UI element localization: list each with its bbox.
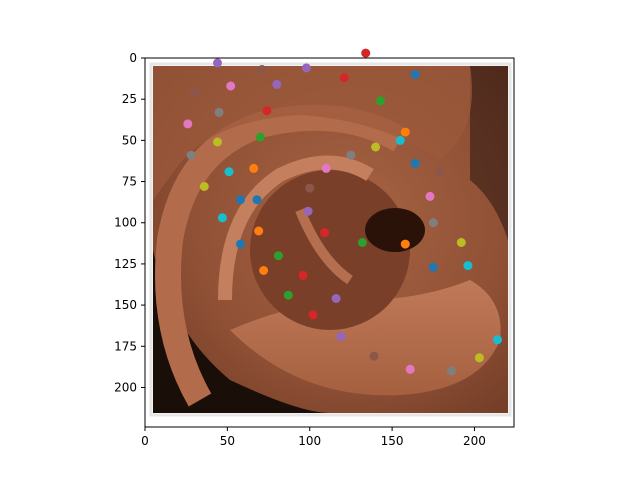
scatter-point-5 [410,70,420,79]
photo-crus [295,208,353,285]
scatter-point-36 [357,238,367,247]
photo-concha [250,170,410,330]
y-tick-label-1: 25 [122,92,137,106]
scatter-point-52 [446,366,456,376]
scatter-point-16 [213,137,222,147]
scatter-point-39 [273,251,283,261]
scatter-point-32 [428,218,438,228]
scatter-point-23 [224,167,234,177]
photo-upper-fold [153,66,472,200]
scatter-point-48 [493,335,502,345]
y-tick-label-0: 0 [129,51,137,65]
x-tick-label-1: 50 [220,434,235,448]
y-tick-label-6: 150 [114,298,137,312]
scatter-point-2 [301,63,311,73]
scatter-point-50 [474,353,484,363]
scatter-point-28 [252,195,262,205]
scatter-point-13 [400,127,410,137]
y-tick-label-8: 200 [114,380,137,394]
scatter-point-45 [331,294,341,303]
photo-frame [149,62,512,417]
scatter-point-31 [217,213,227,223]
scatter-point-27 [236,195,245,205]
x-axis: 0 50 100 150 200 [141,427,486,448]
scatter-point-33 [254,226,264,236]
y-tick-label-2: 50 [122,133,137,147]
scatter-point-15 [395,135,405,145]
scatter-point-40 [428,262,438,272]
scatter-point-6 [189,88,199,98]
x-tick-label-2: 100 [298,434,321,448]
scatter-point-30 [303,206,313,216]
photo-antihelix [218,155,374,301]
scatter-point-34 [320,228,330,238]
scatter-point-24 [435,167,445,177]
y-axis: 0 25 50 75 100 125 150 175 200 [114,51,145,394]
scatter-point-7 [226,81,236,91]
scatter-point-43 [298,270,308,280]
scatter-point-17 [371,142,381,152]
scatter-point-1 [257,65,267,74]
scatter-point-3 [361,48,371,58]
photo-canal [365,208,425,252]
photo-dark-corner [470,66,508,240]
scatter-point-9 [376,96,386,106]
scatter-point-49 [369,351,379,361]
scatter-point-4 [339,73,349,83]
scatter-point-26 [305,183,315,193]
scatter-point-19 [346,150,356,160]
scatter-point-35 [236,239,245,249]
scatter-point-38 [456,238,466,247]
scatter-point-21 [249,163,259,173]
x-tick-label-0: 0 [141,434,149,448]
axes-frame [144,57,515,428]
scatter-point-22 [321,163,331,173]
y-tick-label-7: 175 [114,339,137,353]
scatter-point-14 [255,132,265,142]
x-tick-label-3: 150 [381,434,404,448]
scatter-point-37 [400,239,410,249]
scatter-point-11 [262,106,272,116]
scatter-point-8 [272,79,282,89]
scatter-point-0 [213,58,222,68]
scatter-point-25 [199,182,209,191]
scatter-point-46 [308,310,318,320]
scatter-point-12 [183,119,193,129]
scatter-point-47 [336,331,346,341]
scatter-point-44 [283,290,293,300]
scatter-point-41 [463,261,473,271]
scatter-point-29 [425,191,435,201]
scatter-point-10 [214,107,224,117]
scatter-point-18 [186,150,196,160]
x-tick-label-4: 200 [463,434,486,448]
y-tick-label-5: 125 [114,257,137,271]
y-tick-label-4: 100 [114,216,137,230]
scatter-point-42 [259,266,269,275]
scatter-point-51 [405,364,415,374]
ear-photo-image [153,66,508,413]
scatter-points [183,48,502,376]
scatter-point-20 [410,158,420,168]
axes-spines [144,57,515,428]
y-tick-label-3: 75 [122,175,137,189]
